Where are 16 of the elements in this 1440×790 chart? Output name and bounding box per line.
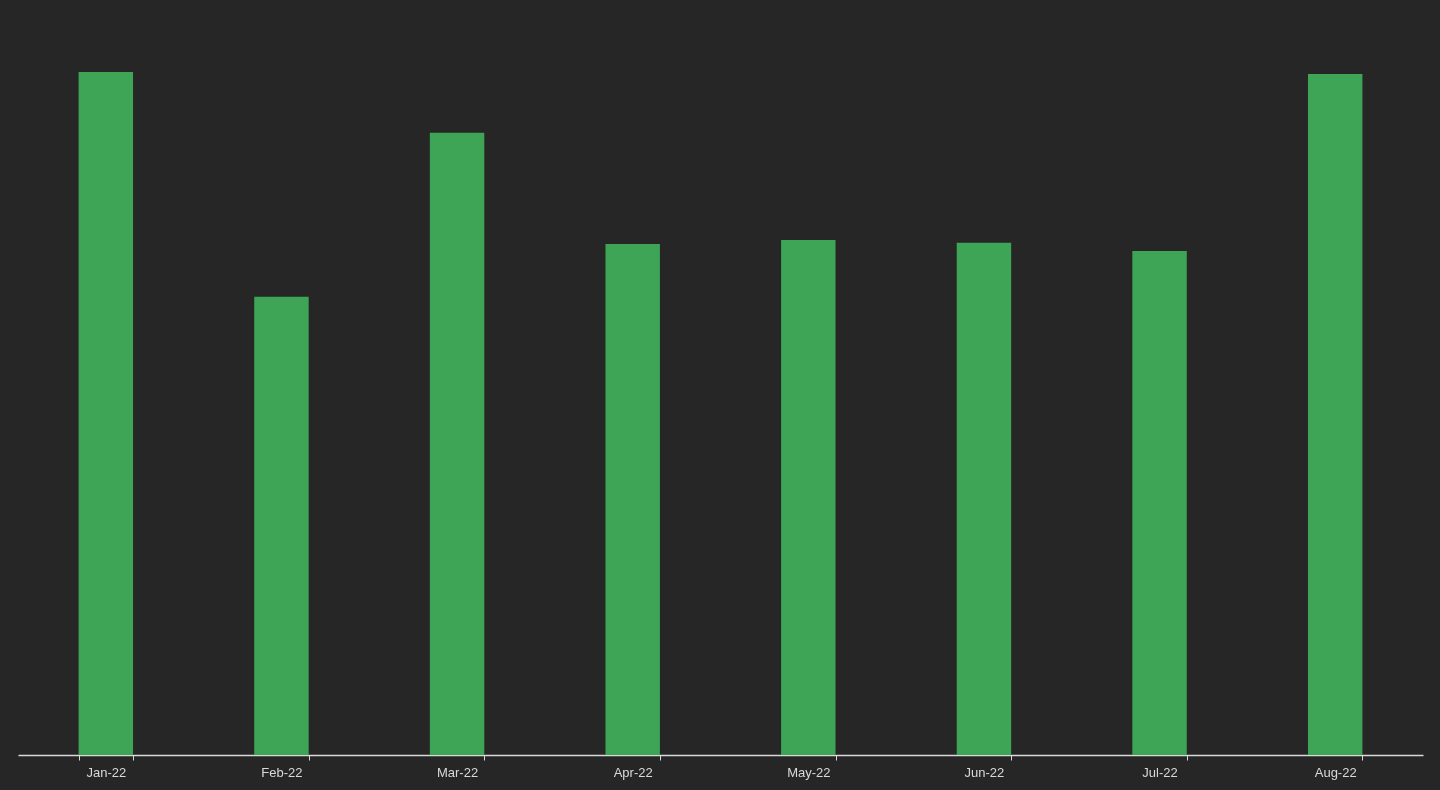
x-tick-label: Mar-22	[436, 764, 479, 780]
x-tick-label: Feb-22	[261, 764, 303, 780]
x-tick-label: May-22	[787, 764, 831, 780]
bar	[1307, 74, 1363, 755]
bar	[605, 244, 660, 755]
bar	[781, 240, 836, 755]
bar	[254, 296, 309, 755]
x-tick-label: Aug-22	[1314, 764, 1357, 780]
x-tick-label: Apr-22	[613, 764, 653, 780]
x-tick-label: Jan-22	[86, 764, 127, 780]
x-tick-label: Jun-22	[964, 764, 1005, 780]
bar	[956, 242, 1012, 755]
x-tick-label: Jul-22	[1142, 764, 1178, 780]
bar	[1132, 250, 1187, 755]
bar	[78, 72, 134, 755]
bar	[429, 132, 485, 755]
